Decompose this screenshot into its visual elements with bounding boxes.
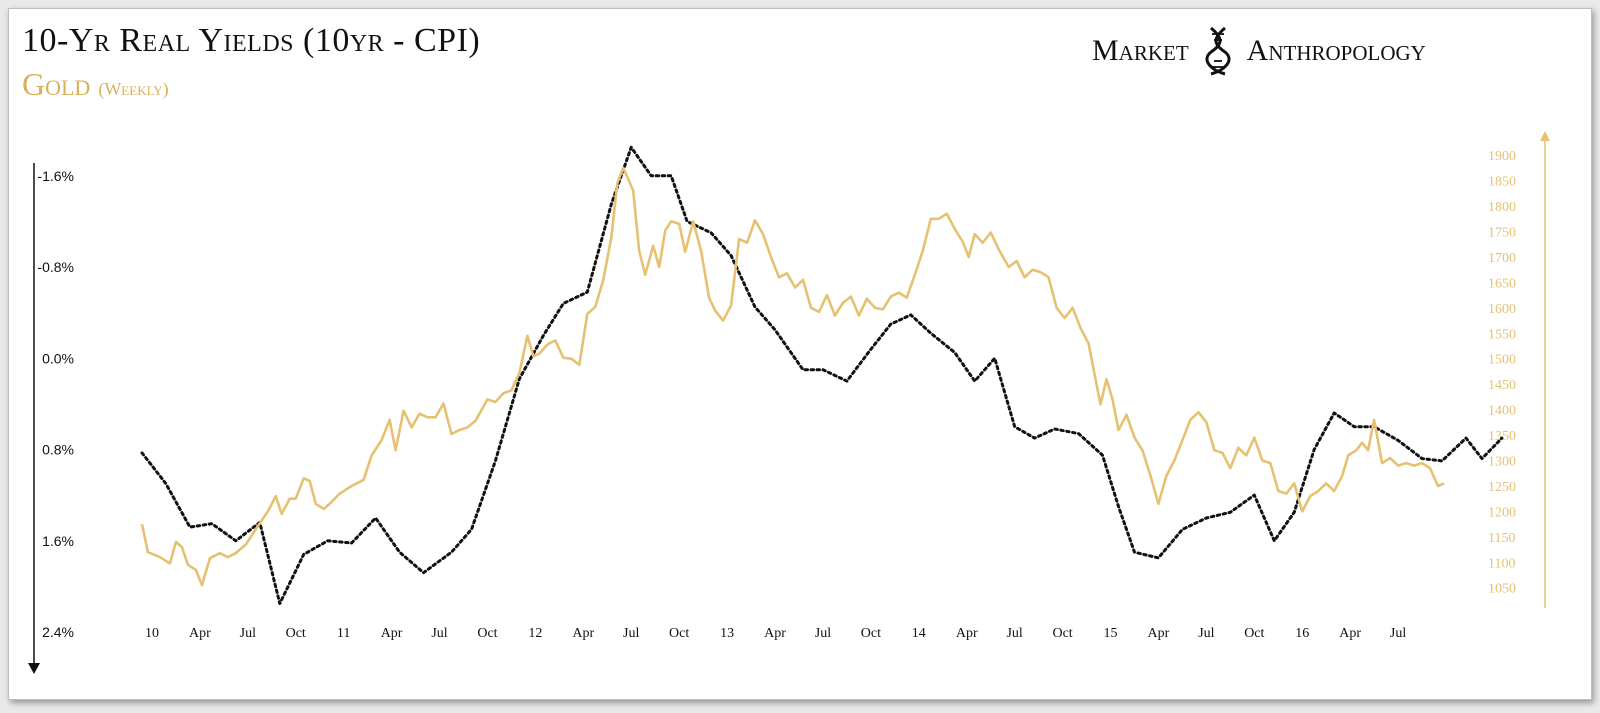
x-tick-label: Apr bbox=[764, 626, 786, 641]
x-tick-label: Apr bbox=[189, 626, 211, 641]
x-tick-labels: 10 Apr Jul Oct 11 Apr Jul Oct 12 Apr Jul Oct 13 Apr Ju… bbox=[145, 626, 1406, 641]
right-tick-label: 1050 bbox=[1488, 582, 1516, 597]
x-tick-label: Oct bbox=[286, 626, 306, 641]
x-tick-label: Apr bbox=[572, 626, 594, 641]
x-tick-label: Apr bbox=[1339, 626, 1361, 641]
right-tick-label: 1400 bbox=[1488, 404, 1516, 419]
x-tick-label: 12 bbox=[528, 626, 542, 641]
brand-left-text: Market bbox=[1092, 34, 1189, 67]
left-tick-labels: -1.6% -0.8% 0.0% 0.8% 1.6% 2.4% bbox=[37, 168, 74, 640]
right-tick-label: 1600 bbox=[1488, 302, 1516, 317]
x-tick-label: Jul bbox=[1390, 626, 1406, 641]
left-tick-label: 0.8% bbox=[42, 442, 74, 458]
left-tick-label: 0.0% bbox=[42, 350, 74, 366]
x-tick-label: Jul bbox=[1198, 626, 1214, 641]
x-tick-label: Oct bbox=[1052, 626, 1072, 641]
x-tick-label: Jul bbox=[1006, 626, 1022, 641]
real-yield-line bbox=[140, 145, 1504, 605]
brand-right-text: Anthropology bbox=[1246, 34, 1426, 67]
x-tick-label: Jul bbox=[815, 626, 831, 641]
right-tick-label: 1100 bbox=[1488, 556, 1515, 571]
chart-title: 10-Yr Real Yields (10yr - CPI) bbox=[22, 22, 481, 59]
brand-logo: Market Anthropology bbox=[1092, 26, 1426, 76]
x-tick-label: 16 bbox=[1295, 626, 1309, 641]
left-tick-label: 1.6% bbox=[42, 533, 74, 549]
gold-price-line bbox=[140, 166, 1445, 587]
right-tick-label: 1650 bbox=[1488, 276, 1516, 291]
subtitle-main: Gold bbox=[22, 66, 91, 102]
x-tick-label: Oct bbox=[1244, 626, 1264, 641]
right-tick-label: 1300 bbox=[1488, 455, 1516, 470]
x-tick-label: Apr bbox=[956, 626, 978, 641]
dna-helix-icon bbox=[1205, 26, 1231, 76]
right-axis bbox=[1540, 131, 1550, 608]
right-tick-label: 1550 bbox=[1488, 327, 1516, 342]
right-tick-label: 1250 bbox=[1488, 480, 1516, 495]
left-axis-arrow-down-icon bbox=[28, 663, 40, 674]
x-tick-label: Oct bbox=[477, 626, 497, 641]
x-tick-label: 10 bbox=[145, 626, 159, 641]
right-tick-label: 1150 bbox=[1488, 531, 1515, 546]
right-tick-label: 1500 bbox=[1488, 353, 1516, 368]
left-tick-label: 2.4% bbox=[42, 624, 74, 640]
x-tick-label: Oct bbox=[861, 626, 881, 641]
right-tick-label: 1350 bbox=[1488, 429, 1516, 444]
right-tick-label: 1900 bbox=[1488, 149, 1516, 164]
left-axis-inverted bbox=[28, 163, 40, 674]
right-tick-label: 1800 bbox=[1488, 200, 1516, 215]
series-lines bbox=[140, 145, 1504, 605]
right-tick-label: 1200 bbox=[1488, 505, 1516, 520]
left-tick-label: -1.6% bbox=[37, 168, 74, 184]
x-tick-label: 14 bbox=[912, 626, 926, 641]
left-tick-label: -0.8% bbox=[37, 259, 74, 275]
x-tick-label: Jul bbox=[431, 626, 447, 641]
x-tick-label: 15 bbox=[1104, 626, 1118, 641]
x-tick-label: 11 bbox=[337, 626, 350, 641]
subtitle-note: (Weekly) bbox=[98, 79, 169, 99]
x-tick-label: Apr bbox=[1148, 626, 1170, 641]
right-tick-label: 1700 bbox=[1488, 251, 1516, 266]
right-axis-arrow-up-icon bbox=[1540, 131, 1550, 141]
x-tick-label: Jul bbox=[240, 626, 256, 641]
right-tick-label: 1450 bbox=[1488, 378, 1516, 393]
chart-frame bbox=[8, 8, 1592, 700]
x-tick-label: Oct bbox=[669, 626, 689, 641]
right-tick-label: 1750 bbox=[1488, 226, 1516, 241]
right-tick-label: 1850 bbox=[1488, 175, 1516, 190]
x-tick-label: Jul bbox=[623, 626, 639, 641]
right-tick-labels: 1900 1850 1800 1750 1700 1650 1600 1550 1500 1450… bbox=[1488, 149, 1516, 597]
x-tick-label: 13 bbox=[720, 626, 734, 641]
x-tick-label: Apr bbox=[381, 626, 403, 641]
chart-subtitle: Gold (Weekly) bbox=[22, 66, 169, 103]
